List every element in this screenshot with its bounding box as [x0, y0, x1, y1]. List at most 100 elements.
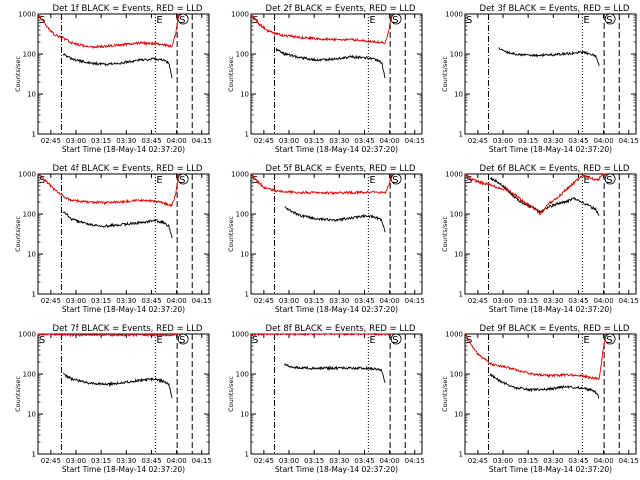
y-axis-label: Counts/sec: [441, 376, 449, 412]
x-tick-label: 03:30: [543, 137, 563, 145]
plot-frame: [37, 333, 210, 455]
marker-s-saa: S: [606, 335, 612, 346]
marker-s-saa: S: [606, 175, 612, 186]
x-tick-label: 04:15: [619, 137, 639, 145]
events-series-line: [62, 372, 173, 399]
x-tick-label: 02:45: [468, 137, 488, 145]
marker-e: E: [583, 335, 589, 346]
detector-panel-7: Det 7f BLACK = Events, RED = LLD 1 10 100 10…: [14, 324, 212, 474]
plot-frame: [464, 173, 637, 295]
x-axis-label: Start Time (18-May-14 02:37:20): [275, 145, 398, 154]
x-axis-label: Start Time (18-May-14 02:37:20): [62, 145, 185, 154]
x-tick-label: 02:45: [254, 457, 274, 465]
x-tick-label: 04:15: [192, 457, 212, 465]
lld-series-line: [464, 172, 607, 216]
x-tick-label: 03:45: [354, 457, 374, 465]
y-tick-label: 1: [32, 131, 36, 139]
panel-title: Det 7f BLACK = Events, RED = LLD: [53, 324, 203, 334]
marker-s-saa: S: [392, 175, 398, 186]
y-tick-label: 100: [450, 371, 463, 379]
x-tick-label: 04:15: [405, 297, 425, 305]
events-series-line: [498, 47, 600, 67]
x-tick-label: 03:00: [493, 297, 513, 305]
x-tick-label: 03:30: [543, 457, 563, 465]
lld-series-line: [37, 173, 180, 208]
x-tick-label: 03:30: [329, 457, 349, 465]
marker-circle: [390, 333, 402, 345]
marker-e: E: [156, 15, 162, 26]
marker-s-start: S: [252, 335, 258, 346]
x-axis-label: Start Time (18-May-14 02:37:20): [489, 305, 612, 314]
x-tick-label: 03:45: [354, 297, 374, 305]
x-axis-label: Start Time (18-May-14 02:37:20): [62, 465, 185, 474]
y-tick-label: 1000: [231, 331, 249, 339]
marker-e: E: [369, 335, 375, 346]
x-tick-label: 02:45: [41, 137, 61, 145]
x-tick-label: 02:45: [468, 457, 488, 465]
y-tick-label: 100: [236, 371, 249, 379]
y-tick-label: 1000: [18, 171, 36, 179]
marker-s-start: S: [39, 175, 45, 186]
x-tick-label: 03:45: [141, 297, 161, 305]
x-axis-label: Start Time (18-May-14 02:37:20): [489, 145, 612, 154]
x-tick-label: 03:30: [116, 457, 136, 465]
marker-s-saa: S: [179, 175, 185, 186]
x-tick-label: 03:45: [354, 137, 374, 145]
detector-panel-2: Det 2f BLACK = Events, RED = LLD 1 10 100 10…: [227, 4, 425, 154]
detector-panel-1: Det 1f BLACK = Events, RED = LLD 1 10 100 10…: [14, 4, 212, 154]
y-tick-label: 1000: [445, 331, 463, 339]
y-tick-label: 1000: [445, 11, 463, 19]
marker-e: E: [583, 15, 589, 26]
panel-title: Det 3f BLACK = Events, RED = LLD: [480, 4, 630, 14]
y-tick-label: 1000: [231, 171, 249, 179]
y-tick-label: 10: [240, 251, 249, 259]
x-tick-label: 04:15: [405, 457, 425, 465]
panel-title: Det 2f BLACK = Events, RED = LLD: [266, 4, 416, 14]
y-tick-label: 100: [23, 371, 36, 379]
y-tick-label: 10: [454, 411, 463, 419]
detector-panel-3: Det 3f BLACK = Events, RED = LLD 1 10 100 10…: [441, 4, 639, 154]
y-tick-label: 1: [245, 451, 249, 459]
events-series-line: [62, 211, 173, 239]
x-tick-label: 03:30: [116, 137, 136, 145]
detector-panel-9: Det 9f BLACK = Events, RED = LLD 1 10 100 10…: [441, 324, 639, 474]
marker-s-start: S: [252, 15, 258, 26]
y-tick-label: 1: [32, 291, 36, 299]
lld-series-line: [464, 333, 607, 381]
plot-frame: [464, 333, 637, 455]
plot-frame: [250, 13, 423, 135]
y-tick-label: 10: [27, 91, 36, 99]
x-tick-label: 03:30: [116, 297, 136, 305]
x-tick-label: 04:00: [380, 297, 400, 305]
plot-frame: [464, 13, 637, 135]
y-tick-label: 1: [32, 451, 36, 459]
x-tick-label: 02:45: [468, 297, 488, 305]
y-tick-label: 100: [236, 51, 249, 59]
x-tick-label: 04:15: [619, 457, 639, 465]
y-tick-label: 100: [23, 211, 36, 219]
x-tick-label: 03:00: [493, 457, 513, 465]
events-series-line: [284, 363, 386, 384]
x-tick-label: 03:00: [66, 457, 86, 465]
x-tick-label: 02:45: [41, 297, 61, 305]
x-axis-label: Start Time (18-May-14 02:37:20): [275, 305, 398, 314]
marker-s-saa: S: [179, 335, 185, 346]
y-tick-label: 10: [27, 411, 36, 419]
detector-panel-5: Det 5f BLACK = Events, RED = LLD 1 10 100 10…: [227, 164, 425, 314]
x-tick-label: 04:15: [405, 137, 425, 145]
y-tick-label: 1000: [18, 11, 36, 19]
y-tick-label: 100: [23, 51, 36, 59]
x-tick-label: 03:15: [518, 297, 538, 305]
x-tick-label: 04:00: [167, 457, 187, 465]
marker-s-saa: S: [606, 15, 612, 26]
x-tick-label: 03:45: [568, 457, 588, 465]
x-tick-label: 04:00: [380, 137, 400, 145]
y-axis-label: Counts/sec: [14, 56, 22, 92]
y-axis-label: Counts/sec: [227, 376, 235, 412]
marker-s-start: S: [252, 175, 258, 186]
y-tick-label: 1: [459, 451, 463, 459]
marker-s-saa: S: [179, 15, 185, 26]
x-tick-label: 03:45: [568, 137, 588, 145]
panel-title: Det 9f BLACK = Events, RED = LLD: [480, 324, 630, 334]
